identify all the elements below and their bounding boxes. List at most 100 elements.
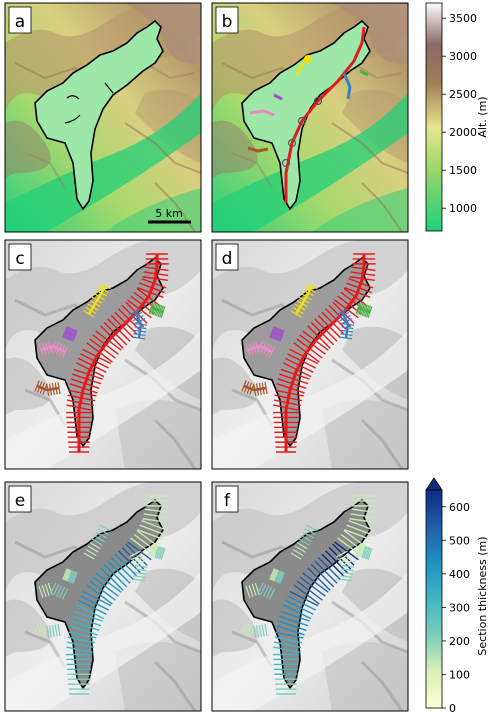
cross-section bbox=[317, 556, 342, 581]
scale-bar-label: 5 km bbox=[155, 207, 183, 220]
cross-section bbox=[97, 528, 109, 535]
cross-section bbox=[269, 568, 275, 580]
cross-section bbox=[364, 547, 370, 559]
panel-d-letter: d bbox=[222, 249, 233, 269]
cross-section bbox=[276, 571, 283, 583]
blue-flowline bbox=[342, 72, 352, 100]
cross-section bbox=[289, 590, 319, 607]
cross-section bbox=[260, 583, 267, 596]
panel-d: d bbox=[211, 239, 409, 470]
cross-section bbox=[261, 624, 265, 637]
cross-section bbox=[276, 625, 305, 636]
green-flowline bbox=[359, 69, 369, 77]
cross-section bbox=[99, 524, 111, 532]
altitude-colorbar: 1000 1500 2000 2500 3000 3500 Alt. (m) bbox=[425, 2, 489, 232]
tributary-flowline bbox=[87, 285, 107, 315]
cross-section bbox=[139, 524, 165, 536]
cross-section bbox=[306, 524, 318, 532]
cross-section bbox=[344, 529, 371, 540]
altitude-colorbar-tick-label: 1500 bbox=[449, 164, 477, 177]
cross-section bbox=[274, 636, 303, 644]
thickness-colorbar-tick-label: 300 bbox=[449, 601, 470, 614]
cross-section bbox=[351, 508, 376, 514]
tributary-flowline bbox=[271, 330, 283, 338]
cross-section bbox=[148, 544, 154, 556]
cross-section bbox=[156, 546, 161, 559]
tributary-flowline bbox=[357, 306, 371, 314]
cross-section bbox=[160, 548, 166, 560]
tributary-flowline bbox=[36, 384, 60, 392]
cross-section bbox=[83, 552, 95, 560]
cross-section bbox=[157, 547, 163, 559]
cross-section bbox=[68, 570, 75, 583]
cross-section bbox=[67, 636, 96, 644]
cross-section bbox=[48, 625, 53, 638]
cross-section bbox=[134, 564, 147, 568]
cross-section bbox=[246, 624, 253, 636]
cross-section bbox=[58, 586, 66, 599]
cross-section bbox=[290, 552, 302, 560]
cross-section bbox=[53, 583, 60, 596]
cross-section bbox=[279, 572, 285, 584]
main-flowline bbox=[77, 254, 159, 452]
cross-section bbox=[69, 625, 98, 636]
cross-section bbox=[293, 584, 320, 605]
cross-section bbox=[273, 646, 300, 653]
cross-section bbox=[44, 584, 50, 596]
tributary-flowline bbox=[340, 311, 350, 339]
panel-f-letter: f bbox=[224, 491, 231, 511]
cross-section bbox=[357, 544, 362, 557]
altitude-colorbar-tick-label: 3500 bbox=[449, 12, 477, 25]
cross-section bbox=[343, 529, 367, 548]
tributary-flowline bbox=[243, 384, 267, 392]
cross-section bbox=[341, 568, 354, 572]
cross-section bbox=[349, 518, 375, 524]
cross-section bbox=[265, 586, 273, 599]
cross-section bbox=[273, 641, 302, 649]
cross-section bbox=[143, 513, 169, 519]
tributary-flowline bbox=[150, 306, 164, 314]
cross-section bbox=[63, 568, 70, 581]
cross-section bbox=[46, 625, 50, 638]
cross-section bbox=[68, 631, 97, 639]
panel-a-letter: a bbox=[15, 12, 25, 32]
cross-section bbox=[258, 624, 262, 637]
pink-flowline bbox=[249, 109, 275, 117]
cross-section bbox=[294, 545, 306, 553]
cross-section bbox=[272, 569, 279, 582]
cross-section bbox=[95, 572, 122, 593]
cross-section bbox=[243, 623, 250, 635]
cross-section bbox=[129, 550, 141, 558]
panel-f: f bbox=[211, 481, 409, 712]
cross-section bbox=[277, 620, 307, 631]
cross-section bbox=[92, 576, 119, 597]
cross-section bbox=[328, 546, 352, 570]
cross-section bbox=[248, 585, 254, 597]
cross-section bbox=[262, 585, 270, 597]
main-flowline bbox=[284, 26, 366, 203]
thickness-colorbar-tick-label: 600 bbox=[449, 501, 470, 514]
cross-section bbox=[50, 582, 57, 594]
cross-section bbox=[251, 584, 257, 596]
cross-section bbox=[339, 578, 353, 582]
cross-section bbox=[67, 570, 73, 582]
thickness-colorbar: 0 100 200 300 400 500 600 Section thickness (m… bbox=[425, 477, 489, 715]
cross-section bbox=[65, 569, 72, 582]
tributary-flowline bbox=[40, 344, 66, 354]
cross-section bbox=[268, 588, 276, 600]
cross-section bbox=[150, 544, 155, 557]
cross-section bbox=[340, 575, 353, 579]
thickness-colorbar-label: Section thickness (m) bbox=[476, 536, 489, 655]
cross-section bbox=[114, 553, 138, 577]
cross-section bbox=[307, 567, 331, 591]
cross-section bbox=[66, 641, 95, 649]
cross-section bbox=[257, 582, 264, 594]
cross-section bbox=[69, 571, 76, 583]
cross-section bbox=[34, 622, 40, 634]
cross-section bbox=[355, 544, 361, 556]
cross-section bbox=[121, 546, 145, 570]
cross-section bbox=[302, 531, 315, 539]
cross-section bbox=[358, 545, 364, 557]
cross-section bbox=[304, 528, 316, 535]
